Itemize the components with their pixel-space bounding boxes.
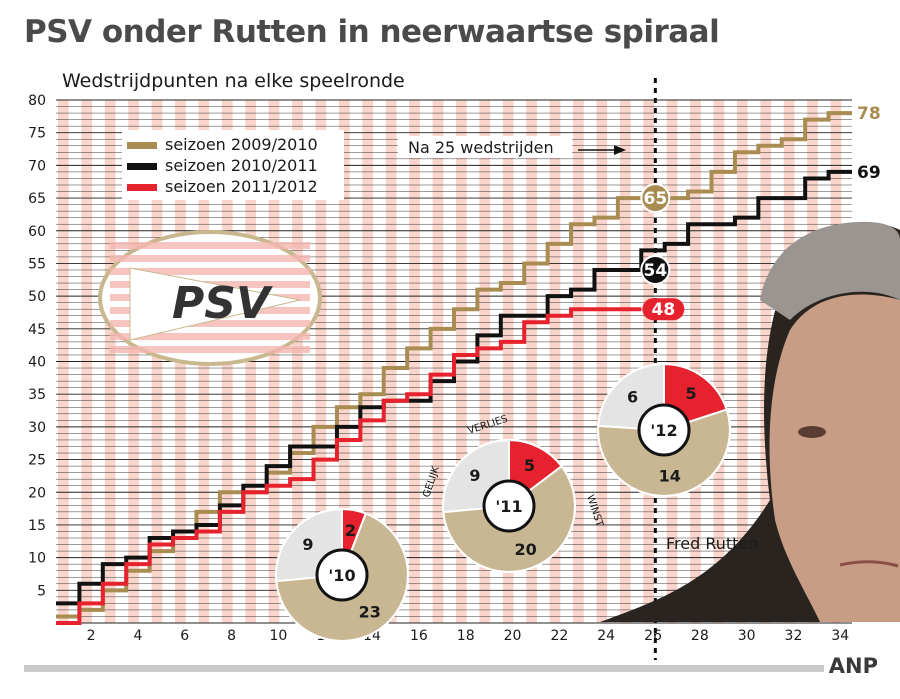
logo-text: PSV: [172, 278, 273, 329]
pie-value-loss: 5: [524, 456, 535, 475]
marker-value-s2010: 65: [644, 189, 668, 209]
y-tick-label: 55: [28, 256, 46, 272]
pie-value-loss: 2: [345, 521, 356, 540]
x-tick-label: 2: [87, 628, 96, 644]
end-label-s2010: 78: [857, 104, 881, 124]
portrait-face: [769, 294, 900, 622]
pie-value-win: 23: [359, 603, 381, 622]
y-tick-label: 35: [28, 387, 46, 403]
pie-value-draw: 6: [627, 387, 638, 406]
y-tick-label: 70: [28, 158, 46, 174]
pie-chart-2: '12 14 6 5: [597, 362, 731, 497]
psv-logo: PSV: [98, 230, 322, 366]
x-tick-label: 20: [504, 628, 522, 644]
y-tick-label: 80: [28, 93, 46, 109]
pie-year-label: '11: [495, 497, 522, 516]
x-tick-label: 4: [133, 628, 142, 644]
marker-value-s2012: 48: [652, 300, 676, 320]
y-tick-label: 45: [28, 322, 46, 338]
pie-center: [482, 479, 536, 533]
source-credit: ANP: [828, 654, 878, 678]
y-tick-label: 60: [28, 224, 46, 240]
y-tick-label: 40: [28, 355, 46, 371]
x-tick-label: 32: [785, 628, 803, 644]
pie-value-win: 20: [514, 540, 536, 559]
marker-note: Na 25 wedstrijden: [408, 138, 554, 157]
marker-value-s2011: 54: [644, 261, 668, 281]
logo-stripe: [110, 255, 310, 262]
pie-value-win: 14: [659, 467, 681, 486]
pie-rim: [275, 508, 409, 642]
y-tick-label: 10: [28, 551, 46, 567]
x-tick-label: 26: [644, 628, 662, 644]
series-line-s2011: [56, 169, 852, 606]
x-tick-label: 6: [180, 628, 189, 644]
marker-dot-s2010: [640, 183, 671, 214]
logo-stripe: [110, 320, 310, 327]
pie-year-label: '10: [328, 566, 355, 585]
y-tick-label: 15: [28, 518, 46, 534]
y-tick-label: 50: [28, 289, 46, 305]
chart-subtitle: Wedstrijdpunten na elke speelronde: [62, 70, 405, 92]
y-tick-label: 30: [28, 420, 46, 436]
page-title: PSV onder Rutten in neerwaartse spiraal: [24, 14, 720, 50]
y-tick-label: 65: [28, 191, 46, 207]
legend: seizoen 2009/2010 seizoen 2010/2011 seizoe…: [122, 130, 344, 200]
marker-arrow-head: [614, 145, 626, 155]
footer-bar: [24, 665, 824, 672]
pie-center: [637, 403, 691, 457]
portrait-hair: [760, 221, 900, 320]
x-tick-label: 22: [550, 628, 568, 644]
x-tick-label: 8: [227, 628, 236, 644]
x-tick-label: 10: [269, 628, 287, 644]
legend-swatch-s2012: [127, 184, 157, 191]
logo-flag: [129, 267, 301, 341]
x-tick-label: 34: [831, 628, 849, 644]
annotation-name: Fred Rutten: [666, 534, 758, 553]
x-tick-label: 16: [410, 628, 428, 644]
marker-note-bg: [398, 136, 572, 158]
y-tick-label: 5: [37, 583, 46, 599]
pie-rim: [597, 363, 731, 497]
portrait-mouth: [839, 560, 899, 568]
x-tick-label: 24: [597, 628, 615, 644]
legend-label-s2011: seizoen 2010/2011: [165, 156, 318, 175]
pie-year-label: '12: [650, 421, 677, 440]
end-label-s2011: 69: [857, 163, 881, 183]
marker-pill-s2012: [642, 298, 685, 321]
logo-stripe: [110, 346, 310, 353]
legend-box: [122, 130, 344, 200]
series-line-s2012: [56, 307, 642, 625]
y-tick-label: 25: [28, 453, 46, 469]
logo-stripe: [110, 242, 310, 249]
pie-value-draw: 9: [302, 535, 313, 554]
y-tick-label: 75: [28, 126, 46, 142]
x-tick-label: 30: [738, 628, 756, 644]
y-tick-label: 20: [28, 485, 46, 501]
pie-center: [315, 548, 369, 602]
legend-label-s2012: seizoen 2011/2012: [165, 177, 318, 196]
pie-value-draw: 9: [469, 466, 480, 485]
pie-value-loss: 5: [685, 384, 696, 403]
logo-stripe: [110, 333, 310, 340]
x-tick-label: 28: [691, 628, 709, 644]
portrait-eye: [798, 426, 826, 438]
x-tick-label: 18: [457, 628, 475, 644]
legend-label-s2010: seizoen 2009/2010: [165, 135, 318, 154]
legend-swatch-s2010: [127, 142, 157, 149]
legend-swatch-s2011: [127, 163, 157, 170]
marker-dot-s2011: [640, 254, 671, 285]
pie-rim: [442, 439, 576, 573]
logo-stripe: [110, 268, 310, 275]
